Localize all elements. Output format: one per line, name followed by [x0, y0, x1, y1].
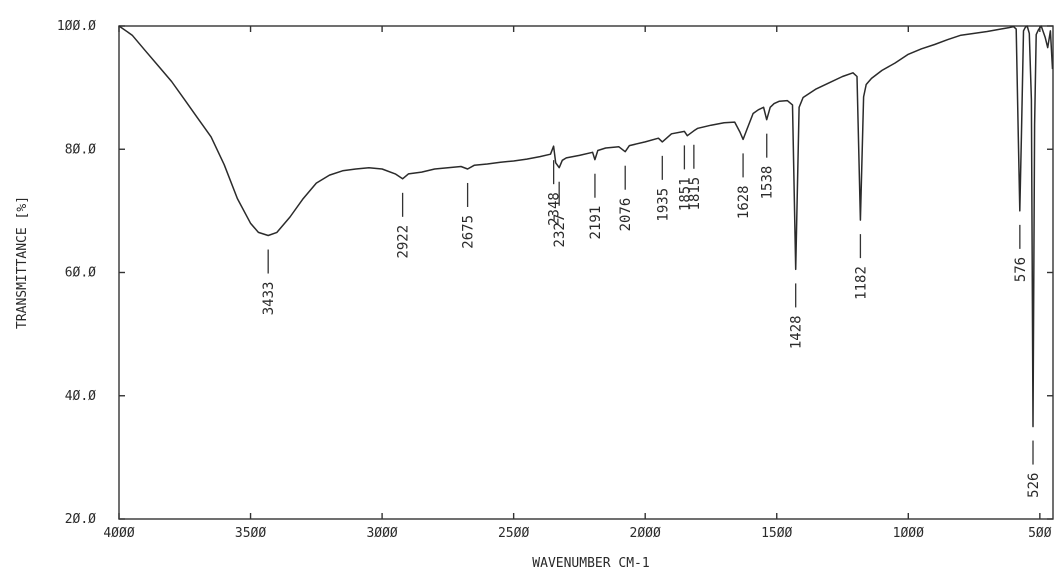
peak-label: 1538 [760, 166, 776, 200]
x-tick-label: 3ØØØ [366, 526, 397, 541]
peak-label: 2327 [552, 214, 568, 248]
x-tick-label: 25ØØ [498, 526, 529, 541]
x-tick-label: 35ØØ [235, 526, 266, 541]
x-tick-label: 2ØØØ [630, 526, 661, 541]
peak-label: 2191 [588, 206, 604, 240]
x-tick-label: 15ØØ [761, 526, 792, 541]
plot-frame [118, 25, 1054, 520]
y-tick-label: 4Ø.Ø [65, 389, 96, 404]
y-tick-label: 2Ø.Ø [65, 512, 96, 527]
peak-label: 1182 [853, 266, 869, 300]
peak-label: 1815 [687, 177, 703, 211]
peak-label: 2675 [461, 215, 477, 249]
peak-label: 526 [1026, 473, 1042, 498]
peak-label: 1628 [736, 185, 752, 219]
plot-border [118, 25, 1054, 520]
x-axis-ticks: 4ØØØ 35ØØ 3ØØØ 25ØØ 2ØØØ 15ØØ 1ØØØ 5ØØ [103, 26, 1052, 541]
y-tick-label: 8Ø.Ø [65, 142, 96, 157]
peak-label: 1935 [655, 188, 671, 222]
y-tick-label: 6Ø.Ø [65, 266, 96, 281]
peak-label: 2922 [396, 225, 412, 259]
peak-label: 3433 [261, 282, 277, 316]
peak-label: 1851 [677, 177, 693, 211]
x-tick-label: 1ØØØ [893, 526, 924, 541]
spectrum-line-0 [118, 25, 1054, 428]
y-tick-label: 1ØØ.Ø [57, 19, 96, 34]
peak-label: 2076 [618, 198, 634, 232]
y-axis-title: TRANSMITTANCE [%] [15, 196, 30, 329]
spectrum-series [118, 25, 1054, 428]
x-axis-title: WAVENUMBER CM-1 [532, 556, 649, 571]
y-axis-ticks: 1ØØ.Ø 8Ø.Ø 6Ø.Ø 4Ø.Ø 2Ø.Ø [57, 19, 1053, 527]
peak-label: 1428 [789, 315, 805, 349]
peak-label: 576 [1013, 257, 1029, 282]
x-tick-label: 5ØØ [1028, 526, 1052, 541]
x-tick-label: 4ØØØ [103, 526, 134, 541]
